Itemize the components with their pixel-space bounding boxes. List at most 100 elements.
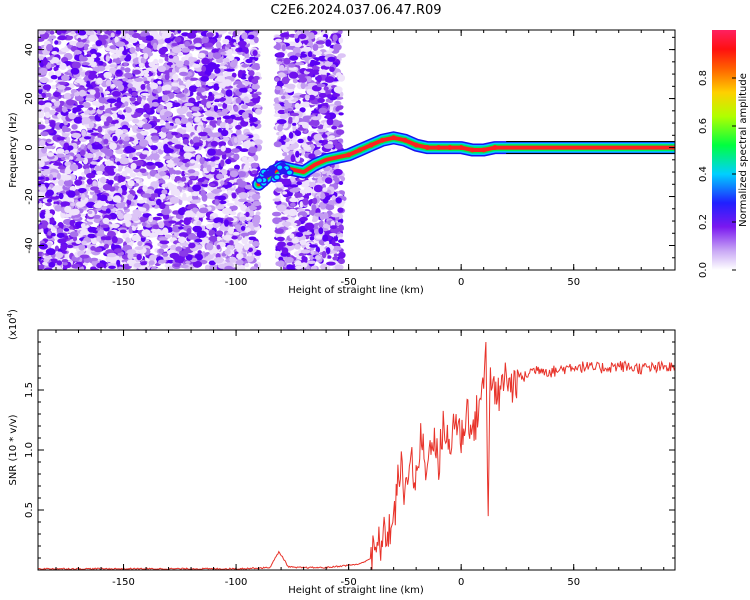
noise-blob bbox=[321, 134, 328, 138]
noise-blob bbox=[216, 173, 224, 180]
noise-blob bbox=[74, 179, 83, 186]
noise-blob bbox=[305, 243, 311, 250]
noise-blob bbox=[98, 106, 105, 111]
noise-blob bbox=[218, 227, 229, 231]
noise-blob bbox=[183, 60, 190, 66]
noise-blob bbox=[163, 90, 171, 94]
signal-blob-core bbox=[274, 175, 280, 180]
noise-blob bbox=[313, 50, 323, 56]
noise-blob bbox=[276, 236, 285, 242]
noise-blob bbox=[333, 86, 343, 94]
noise-blob bbox=[321, 170, 327, 175]
noise-blob bbox=[274, 181, 284, 188]
noise-blob bbox=[244, 263, 250, 268]
noise-blob bbox=[169, 252, 180, 259]
noise-blob bbox=[91, 53, 97, 59]
noise-blob bbox=[56, 148, 65, 155]
noise-blob bbox=[56, 84, 66, 90]
noise-blob bbox=[241, 32, 248, 40]
noise-blob bbox=[149, 128, 155, 132]
noise-blob bbox=[71, 124, 78, 130]
noise-blob bbox=[216, 57, 224, 64]
noise-blob bbox=[223, 234, 233, 241]
noise-blob bbox=[151, 266, 157, 270]
noise-blob bbox=[220, 180, 225, 186]
noise-blob bbox=[272, 211, 282, 217]
noise-blob bbox=[51, 227, 56, 232]
noise-blob bbox=[186, 213, 191, 218]
noise-blob bbox=[316, 83, 326, 88]
noise-blob bbox=[204, 66, 214, 74]
noise-blob bbox=[280, 135, 287, 141]
noise-blob bbox=[75, 240, 82, 244]
noise-blob bbox=[90, 246, 96, 251]
noise-blob bbox=[325, 177, 333, 184]
noise-blob bbox=[156, 230, 166, 236]
noise-blob bbox=[287, 108, 293, 112]
noise-blob bbox=[332, 34, 338, 42]
noise-blob bbox=[294, 33, 299, 39]
noise-blob bbox=[179, 264, 189, 269]
noise-blob bbox=[247, 88, 253, 93]
noise-blob bbox=[309, 236, 315, 241]
noise-blob bbox=[172, 55, 180, 63]
noise-blob bbox=[141, 222, 147, 227]
noise-blob bbox=[242, 156, 247, 162]
noise-blob bbox=[301, 46, 312, 52]
noise-blob bbox=[165, 102, 174, 108]
noise-blob bbox=[135, 107, 146, 114]
noise-blob bbox=[87, 144, 93, 150]
noise-blob bbox=[290, 267, 296, 270]
noise-blob bbox=[247, 252, 253, 257]
noise-blob bbox=[51, 232, 56, 237]
noise-blob bbox=[92, 180, 98, 188]
noise-blob bbox=[329, 233, 337, 237]
noise-blob bbox=[114, 80, 123, 87]
noise-blob bbox=[244, 47, 249, 54]
noise-blob bbox=[111, 236, 118, 244]
noise-blob bbox=[111, 243, 116, 251]
noise-blob bbox=[44, 111, 51, 119]
noise-blob bbox=[87, 228, 97, 233]
noise-blob bbox=[64, 235, 69, 240]
noise-blob bbox=[115, 201, 126, 209]
noise-blob bbox=[305, 68, 314, 72]
noise-blob bbox=[327, 255, 332, 259]
noise-blob bbox=[208, 230, 214, 236]
noise-blob bbox=[98, 60, 104, 66]
noise-blob bbox=[38, 110, 45, 119]
noise-blob bbox=[173, 263, 182, 268]
noise-blob bbox=[213, 257, 224, 264]
noise-blob bbox=[335, 197, 342, 204]
noise-blob bbox=[161, 208, 171, 215]
trace-point bbox=[368, 142, 374, 148]
noise-blob bbox=[170, 82, 180, 87]
noise-blob bbox=[181, 105, 189, 113]
noise-blob bbox=[212, 123, 217, 128]
noise-blob bbox=[60, 243, 68, 251]
noise-blob bbox=[123, 206, 128, 210]
noise-blob bbox=[43, 107, 51, 114]
noise-blob bbox=[231, 72, 237, 78]
noise-blob bbox=[208, 183, 216, 187]
noise-blob bbox=[235, 97, 242, 104]
noise-blob bbox=[224, 147, 232, 154]
noise-blob bbox=[277, 260, 285, 268]
noise-blob bbox=[61, 259, 69, 263]
noise-blob bbox=[241, 135, 249, 139]
noise-blob bbox=[337, 207, 344, 213]
noise-blob bbox=[310, 250, 315, 255]
noise-blob bbox=[245, 58, 253, 64]
noise-blob bbox=[39, 77, 49, 84]
noise-blob bbox=[184, 102, 194, 107]
noise-blob bbox=[55, 70, 62, 77]
noise-blob bbox=[96, 170, 103, 175]
noise-blob bbox=[178, 236, 186, 244]
noise-blob bbox=[289, 188, 300, 193]
noise-blob bbox=[140, 92, 151, 97]
noise-blob bbox=[201, 237, 209, 241]
signal-blob-core bbox=[277, 165, 283, 170]
noise-blob bbox=[325, 247, 331, 255]
noise-blob bbox=[194, 116, 201, 123]
noise-blob bbox=[237, 171, 247, 178]
